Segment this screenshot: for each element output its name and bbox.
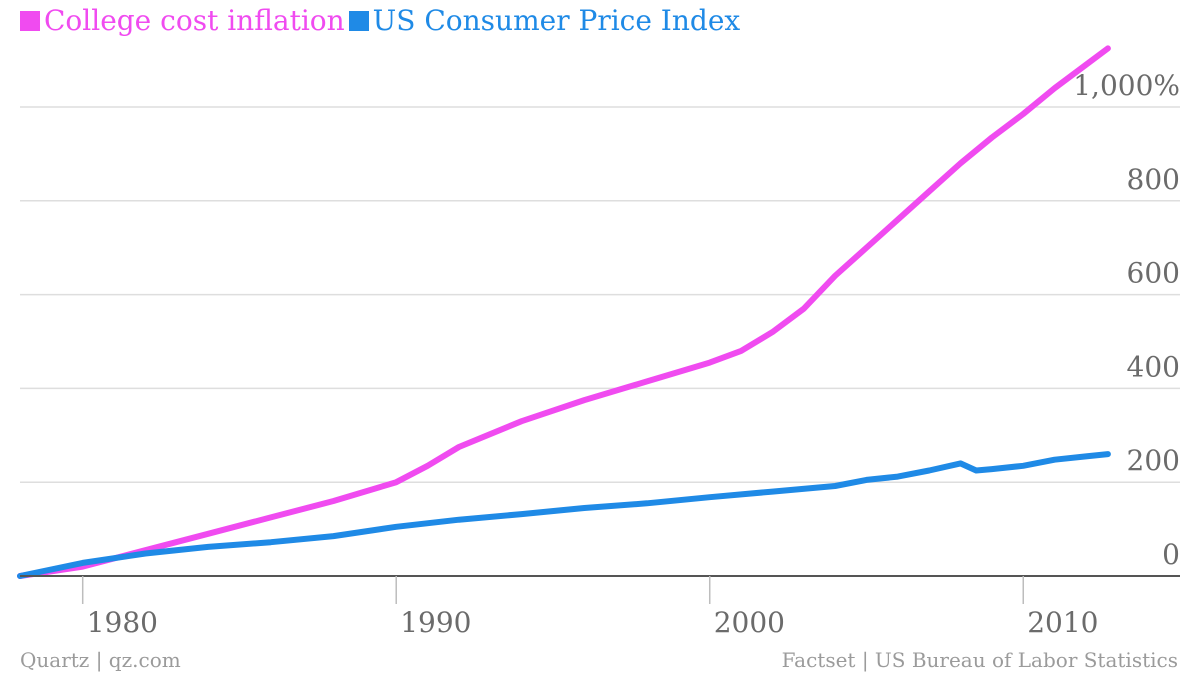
footer-source: Factset | US Bureau of Labor Statistics: [781, 648, 1178, 672]
legend-swatch-cpi: [348, 10, 369, 31]
axes: [20, 575, 1180, 604]
series-line-cpi: [17, 451, 1111, 579]
x-tick-label-2010: 2010: [1027, 606, 1098, 639]
series-line-college: [17, 45, 1111, 579]
legend-item-college: College cost inflation: [20, 4, 345, 37]
legend-label-cpi: US Consumer Price Index: [372, 4, 741, 37]
legend-swatch-college: [20, 10, 40, 31]
series-lines: [17, 45, 1111, 579]
legend-item-cpi: US Consumer Price Index: [348, 4, 741, 37]
y-tick-label-0: 0: [1162, 538, 1180, 571]
legend-label-college: College cost inflation: [44, 4, 345, 37]
tick-labels: 0 200 400 600 800 1,000% 1980 1990 2000 2010: [87, 69, 1180, 639]
grid-lines: [20, 106, 1180, 483]
chart-legend: College cost inflation US Consumer Price…: [20, 4, 740, 37]
y-tick-label-400: 400: [1127, 350, 1180, 383]
y-tick-label-800: 800: [1127, 163, 1180, 196]
x-tick-label-2000: 2000: [714, 606, 785, 639]
y-tick-label-600: 600: [1127, 257, 1180, 290]
y-tick-label-200: 200: [1127, 444, 1180, 477]
footer-credit: Quartz | qz.com: [20, 648, 181, 672]
y-tick-label-1000: 1,000%: [1073, 69, 1180, 102]
x-tick-label-1980: 1980: [87, 606, 158, 639]
x-tick-label-1990: 1990: [400, 606, 471, 639]
